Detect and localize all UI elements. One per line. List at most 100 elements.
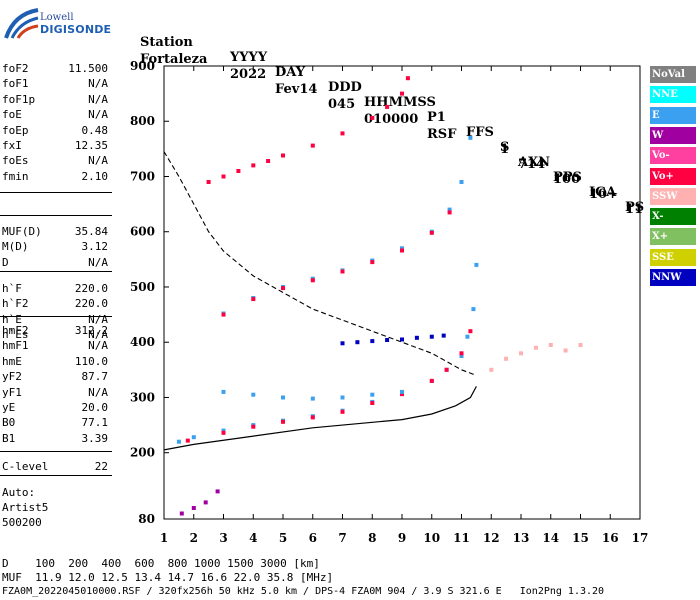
x-tick-label: 15: [572, 531, 589, 545]
digisonde-logo: [4, 8, 104, 40]
hdr-label-p1: P1: [427, 110, 446, 125]
echo-point: [489, 367, 494, 372]
echo-trace-e: [176, 262, 479, 444]
hdr-val-pps: 100: [553, 172, 581, 187]
param-name: foEs: [2, 154, 29, 168]
echo-point: [578, 343, 583, 347]
echo-point: [429, 230, 434, 235]
echo-trace-vo-: [206, 76, 410, 184]
footer-distance-row: D 100 200 400 600 800 1000 1500 3000 [km…: [2, 557, 320, 570]
hdr-label-ffs: FFS: [466, 125, 494, 140]
echo-point: [191, 435, 196, 440]
echo-trace-nnw: [340, 333, 446, 346]
echo-point: [221, 174, 226, 179]
x-tick-label: 14: [542, 531, 559, 545]
echo-point: [310, 415, 315, 420]
param-row: hmE 110.0: [2, 354, 108, 369]
legend-item-vo-: Vo-: [650, 147, 696, 165]
x-tick-label: 16: [602, 531, 619, 545]
echo-point: [221, 430, 226, 435]
param-row: foEs N/A: [2, 153, 108, 168]
param-row: yF1 N/A: [2, 385, 108, 400]
x-tick-label: 17: [632, 531, 649, 545]
x-tick-label: 8: [368, 531, 376, 545]
hdr-label-yyyy: YYYY: [230, 50, 268, 65]
echo-point: [236, 169, 241, 173]
legend-item-w: W: [650, 126, 696, 144]
param-row: M(D) 3.12: [2, 239, 108, 254]
echo-point: [468, 135, 473, 140]
param-row: h`Es N/A: [2, 327, 108, 342]
x-tick-label: 2: [190, 531, 198, 545]
param-row: hmF2 312.2: [2, 323, 108, 338]
echo-point: [533, 345, 538, 350]
param-row: D N/A: [2, 255, 108, 270]
echo-point: [447, 210, 452, 215]
echo-point: [471, 307, 476, 312]
echo-point: [310, 396, 315, 401]
param-name: hmE: [2, 354, 22, 368]
param-row: yF2 87.7: [2, 369, 108, 384]
param-value: 2.10: [81, 169, 109, 183]
param-name: yE: [2, 401, 16, 414]
param-row: fmin 2.10: [2, 169, 108, 184]
echo-point: [281, 419, 285, 424]
echo-point: [370, 115, 375, 120]
param-value: 3.12: [81, 240, 109, 254]
y-tick-label: 800: [130, 114, 155, 128]
hdr-label-pps: PPS: [553, 170, 582, 185]
param-row: foEp 0.48: [2, 123, 108, 138]
param-value: N/A: [88, 385, 108, 399]
x-tick-label: 13: [513, 531, 530, 545]
hdr-val-station: Fortaleza: [140, 52, 208, 67]
echo-point: [251, 424, 256, 429]
y-tick-label: 700: [130, 169, 155, 183]
plot-frame: [163, 65, 641, 520]
echo-trace-vo-: [185, 329, 473, 443]
logo-text-digisonde: DIGISONDE: [40, 23, 112, 36]
y-tick-label: 300: [130, 390, 155, 404]
echo-point: [281, 286, 285, 291]
param-name: fxI: [2, 139, 22, 152]
param-separator: [0, 192, 112, 193]
hdr-label-axn: AXN: [518, 155, 551, 170]
hdr-val-yyyy: 2022: [230, 67, 267, 82]
echo-point: [465, 334, 470, 339]
echo-point: [385, 338, 390, 342]
param-value: 77.1: [81, 416, 109, 430]
echo-point: [400, 337, 404, 342]
echo-point: [519, 351, 523, 356]
echo-point: [429, 378, 434, 383]
legend-item-vo-: Vo+: [650, 167, 696, 185]
logo-emblem-icon: [4, 8, 39, 39]
footer-file-info: FZA0M_2022045010000.RSF / 320fx256h 50 k…: [2, 586, 605, 597]
legend-item-nne: NNE: [650, 86, 696, 104]
param-separator: [0, 451, 112, 452]
echo-point: [429, 334, 434, 339]
param-separator: [0, 316, 112, 317]
echo-point: [459, 180, 464, 184]
x-tick-label: 4: [249, 531, 257, 545]
param-value: 87.7: [81, 370, 109, 384]
echo-point: [340, 269, 345, 274]
x-tick-label: 11: [453, 531, 470, 545]
echo-point: [355, 340, 360, 345]
y-tick-label: 200: [130, 446, 155, 460]
param-separator: [0, 215, 112, 216]
param-row: fxI 12.35: [2, 138, 108, 153]
param-separator: [0, 475, 112, 476]
param-value: 12.35: [74, 139, 108, 152]
param-separator: [0, 271, 112, 272]
param-name: foF1: [2, 77, 29, 91]
param-name: foF2: [2, 62, 29, 75]
param-value: 110.0: [74, 354, 108, 368]
echo-point: [281, 395, 285, 400]
param-value: N/A: [88, 255, 108, 269]
param-value: 220.0: [74, 282, 108, 295]
echo-point: [385, 104, 390, 109]
echo-point: [405, 76, 410, 81]
param-value: N/A: [88, 77, 108, 91]
echo-point: [474, 262, 479, 267]
param-name: foEp: [2, 123, 29, 137]
param-name: MUF(D): [2, 225, 42, 238]
